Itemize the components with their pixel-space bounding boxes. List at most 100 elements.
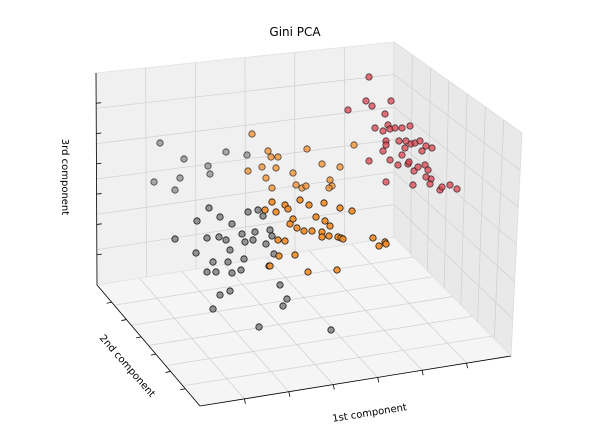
data-point — [204, 162, 212, 170]
data-point — [224, 258, 232, 266]
x-axis-tick — [244, 398, 246, 404]
data-point — [382, 178, 390, 186]
data-point — [176, 174, 184, 182]
data-point — [446, 181, 454, 189]
data-point — [268, 184, 276, 192]
data-point — [344, 106, 352, 114]
y-axis-tick — [136, 336, 142, 339]
data-point — [274, 236, 282, 244]
data-point — [300, 227, 308, 235]
data-point — [261, 206, 269, 214]
data-point — [279, 302, 287, 310]
data-point — [272, 164, 280, 172]
z-axis-tick — [96, 102, 102, 104]
x-axis-tick — [421, 370, 424, 376]
grid-line — [410, 54, 413, 255]
grid-line — [148, 296, 453, 346]
data-point — [226, 246, 234, 254]
data-point — [305, 201, 313, 209]
grid-line — [393, 171, 515, 282]
data-point — [249, 236, 257, 244]
data-point — [291, 251, 299, 259]
data-point — [272, 208, 280, 216]
z-axis-tick — [96, 162, 102, 165]
data-point — [255, 323, 263, 331]
data-point — [336, 204, 344, 212]
data-point — [325, 232, 333, 240]
grid-line — [131, 276, 434, 326]
z-axis-tick — [96, 132, 102, 134]
data-points — [150, 73, 461, 334]
data-point — [325, 184, 333, 192]
data-point — [203, 234, 211, 242]
data-point — [240, 255, 248, 263]
grid-line — [393, 106, 519, 208]
data-point — [382, 240, 390, 248]
data-point — [368, 102, 376, 110]
data-point — [398, 124, 406, 132]
grid-line — [194, 62, 197, 270]
z-axis-label: 3rd component — [59, 139, 70, 215]
data-point — [339, 235, 347, 243]
data-point — [401, 144, 409, 152]
data-point — [267, 153, 275, 161]
data-point — [333, 266, 341, 274]
data-point — [266, 226, 274, 234]
data-point — [254, 206, 262, 214]
y-axis-tick — [150, 353, 156, 356]
data-point — [327, 326, 335, 334]
data-point — [318, 160, 326, 168]
grid-line — [308, 250, 423, 371]
grid-line — [393, 74, 521, 171]
data-point — [248, 130, 256, 138]
data-point — [362, 97, 370, 105]
x-axis-label: 1st component — [332, 402, 408, 425]
data-point — [289, 169, 297, 177]
data-point — [293, 224, 301, 232]
data-point — [302, 182, 310, 190]
data-point — [259, 212, 267, 220]
y-axis-tick — [165, 371, 171, 373]
data-point — [180, 155, 188, 163]
data-point — [275, 252, 283, 260]
y-axis-tick — [180, 388, 186, 391]
data-point — [284, 205, 292, 213]
data-point — [381, 110, 389, 118]
data-point — [304, 268, 312, 276]
data-point — [228, 220, 236, 228]
data-point — [387, 97, 395, 105]
data-point — [206, 170, 214, 178]
data-point — [268, 232, 276, 240]
grid-line — [114, 256, 414, 306]
data-point — [228, 269, 236, 277]
data-point — [391, 124, 399, 132]
z-axis-tick — [96, 223, 102, 225]
data-point — [292, 181, 300, 189]
data-point — [262, 240, 270, 248]
data-point — [350, 141, 358, 149]
data-point — [321, 217, 329, 225]
data-point — [414, 163, 422, 171]
data-point — [274, 153, 282, 161]
y-axis-tick — [121, 319, 127, 321]
grid-line — [244, 57, 246, 262]
data-point — [312, 213, 320, 221]
data-point — [409, 181, 417, 189]
grid-line — [181, 271, 290, 392]
data-point — [226, 287, 234, 295]
data-point — [296, 196, 304, 204]
data-point — [398, 151, 406, 159]
grid-line — [460, 93, 468, 306]
data-point — [171, 186, 179, 194]
data-point — [276, 281, 284, 289]
data-point — [371, 124, 379, 132]
data-point — [192, 249, 200, 257]
data-point — [222, 236, 230, 244]
data-point — [258, 163, 266, 171]
grid-line — [351, 243, 467, 364]
data-point — [216, 213, 224, 221]
data-point — [386, 156, 394, 164]
data-point — [237, 266, 245, 274]
x-axis-tick — [288, 391, 291, 397]
data-point — [365, 73, 373, 81]
